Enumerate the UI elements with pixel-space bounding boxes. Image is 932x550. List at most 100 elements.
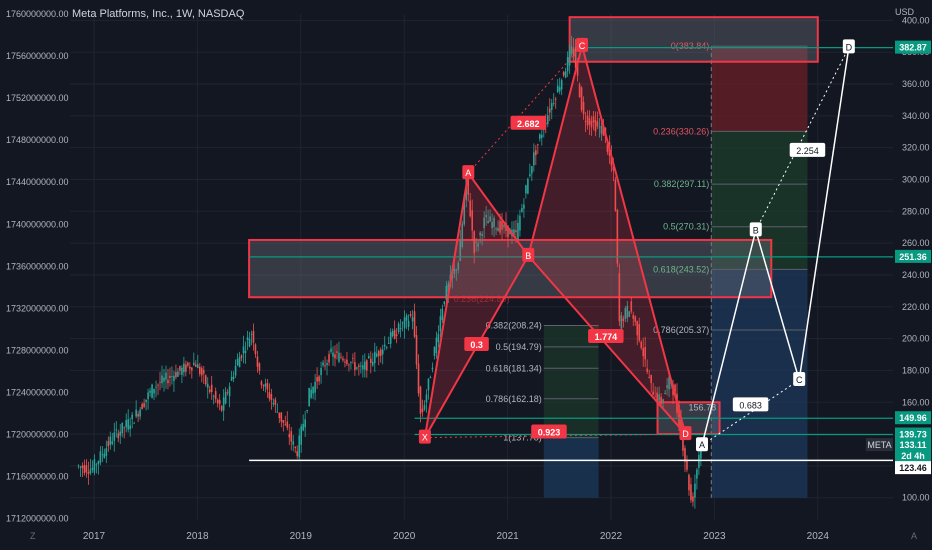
- candle-body: [302, 423, 304, 431]
- candle-body: [256, 356, 259, 367]
- candle-body: [200, 368, 203, 376]
- ticker-label: META: [867, 440, 891, 450]
- candle-body: [570, 46, 573, 54]
- lines-layer: [249, 47, 893, 462]
- candle-body: [387, 343, 390, 345]
- candle-body: [385, 347, 388, 349]
- candle-body: [558, 87, 561, 92]
- candle-body: [310, 389, 312, 398]
- fib-level-label: 0.5(270.31): [663, 222, 709, 232]
- candle-body: [296, 451, 299, 457]
- candle-body: [421, 408, 424, 413]
- candle-body: [348, 364, 350, 366]
- candle-body: [330, 348, 332, 352]
- candle-body: [503, 224, 505, 228]
- candle-body: [375, 353, 378, 357]
- candle-body: [268, 392, 271, 399]
- candle-body: [455, 269, 458, 272]
- candle-body: [242, 346, 245, 354]
- candle-body: [103, 453, 106, 458]
- candle-body: [204, 375, 207, 385]
- candle-body: [101, 454, 104, 456]
- candle-body: [328, 354, 330, 363]
- candle-body: [588, 118, 591, 125]
- left-axis-tick: 1748000000.00: [6, 135, 69, 145]
- candle-body: [141, 404, 143, 410]
- price-label: 123.46: [899, 463, 927, 473]
- candle-body: [332, 352, 334, 357]
- candle-body: [318, 376, 320, 382]
- candle-body: [447, 283, 450, 292]
- candle-body: [362, 365, 364, 370]
- candle-body: [566, 57, 569, 72]
- candle-body: [377, 351, 380, 357]
- candle-body: [546, 115, 549, 125]
- candle-body: [356, 367, 358, 369]
- candle-body: [483, 217, 485, 229]
- candle-body: [435, 337, 438, 354]
- candle-body: [505, 222, 507, 232]
- projection-point-label: D: [846, 42, 853, 52]
- candle-body: [521, 208, 523, 212]
- candle-body: [648, 377, 650, 378]
- candle-body: [220, 406, 223, 411]
- candle-body: [535, 150, 537, 156]
- candle-body: [590, 120, 593, 128]
- pattern-point-badge: [462, 165, 475, 180]
- x-axis-tick: 2022: [600, 531, 623, 542]
- fib-zone: [543, 437, 599, 498]
- candle-body: [85, 465, 88, 473]
- candle-body: [264, 383, 267, 387]
- candle-body: [584, 120, 587, 122]
- candle-body: [389, 332, 392, 344]
- candle-body: [463, 200, 466, 225]
- x-axis-tick: 2024: [807, 531, 830, 542]
- chart-title: Meta Platforms, Inc., 1W, NASDAQ: [72, 8, 245, 20]
- candle-body: [519, 215, 521, 231]
- candle-body: [195, 364, 197, 367]
- candle-body: [614, 179, 617, 211]
- pattern-point-label: C: [579, 41, 586, 51]
- projection-point-label: C: [796, 375, 803, 385]
- candle-body: [218, 399, 221, 405]
- price-label: 139.73: [899, 430, 927, 440]
- candle-body: [562, 72, 565, 76]
- fib-level-label: 0.236(330.26): [653, 126, 709, 136]
- candle-body: [340, 356, 342, 358]
- candle-body: [636, 321, 639, 336]
- x-axis-tick: 2021: [496, 531, 519, 542]
- candle-body: [226, 391, 229, 393]
- candle-body: [487, 220, 489, 224]
- projection-point-label: A: [699, 440, 705, 450]
- candle-body: [193, 362, 195, 365]
- candle-body: [576, 63, 579, 76]
- x-axis-tick: 2017: [83, 531, 106, 542]
- right-axis-tick: 400.00: [902, 15, 930, 25]
- candle-body: [457, 262, 460, 270]
- candle-body: [137, 413, 139, 417]
- candle-body: [391, 330, 394, 336]
- candle-body: [95, 464, 98, 466]
- auto-scale-corner[interactable]: A: [911, 531, 918, 541]
- pattern-ratio-label: 0.3: [470, 340, 483, 350]
- left-axis-tick: 1736000000.00: [6, 261, 69, 271]
- candle-body: [129, 425, 131, 429]
- candle-body: [338, 352, 340, 362]
- candle-body: [644, 347, 647, 360]
- candle-body: [592, 116, 595, 123]
- candle-body: [688, 474, 690, 491]
- right-axis-tick: 200.00: [902, 334, 930, 344]
- candle-body: [662, 399, 664, 402]
- zoom-corner-left[interactable]: Z: [30, 531, 36, 541]
- candle-body: [238, 356, 241, 368]
- candle-body: [222, 397, 225, 411]
- candle-body: [411, 317, 414, 322]
- price-label-bg: [895, 438, 931, 452]
- candle-body: [694, 483, 696, 498]
- candle-body: [151, 384, 153, 398]
- candle-body: [272, 403, 275, 405]
- candle-body: [286, 421, 289, 428]
- candle-body: [214, 391, 217, 400]
- pattern-ratio-label: 2.682: [517, 119, 540, 129]
